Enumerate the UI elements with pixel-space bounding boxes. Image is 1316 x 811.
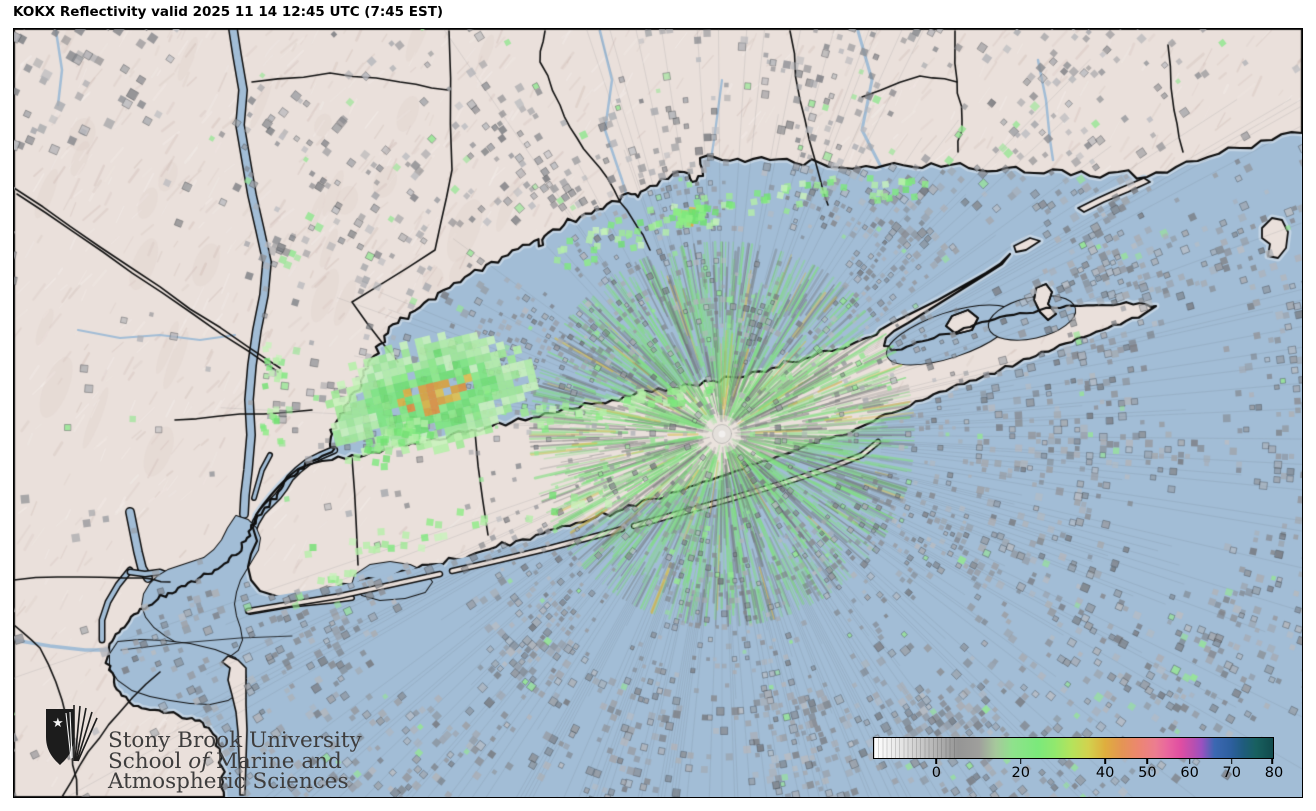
colorbar-tick-label: 50 [1138,765,1157,781]
colorbar-tick [935,758,938,764]
colorbar-tick-label: 80 [1264,765,1284,781]
colorbar-tick [1104,758,1106,764]
radar-map [14,29,1302,797]
colorbar-tick [1271,758,1274,764]
colorbar-gray-bands [874,738,958,758]
colorbar-tick-label: 20 [1011,765,1030,781]
colorbar-tick-label: 40 [1095,765,1115,781]
colorbar-tick-label: 60 [1180,765,1199,781]
colorbar-tick [1146,758,1149,764]
colorbar-tick [1188,758,1191,764]
colorbar-gradient [873,737,1274,759]
colorbar-tick-label: 0 [931,765,941,781]
page-title: KOKX Reflectivity valid 2025 11 14 12:45… [13,4,444,20]
colorbar-tick [1230,758,1233,764]
colorbar-tick-label: 70 [1222,765,1242,781]
reflectivity-colorbar: 0 20 40 50 60 70 80 [873,737,1283,789]
colorbar-tick [1019,758,1022,764]
radar-map-frame: ★ Stony Brook University School of Marin… [13,28,1303,798]
